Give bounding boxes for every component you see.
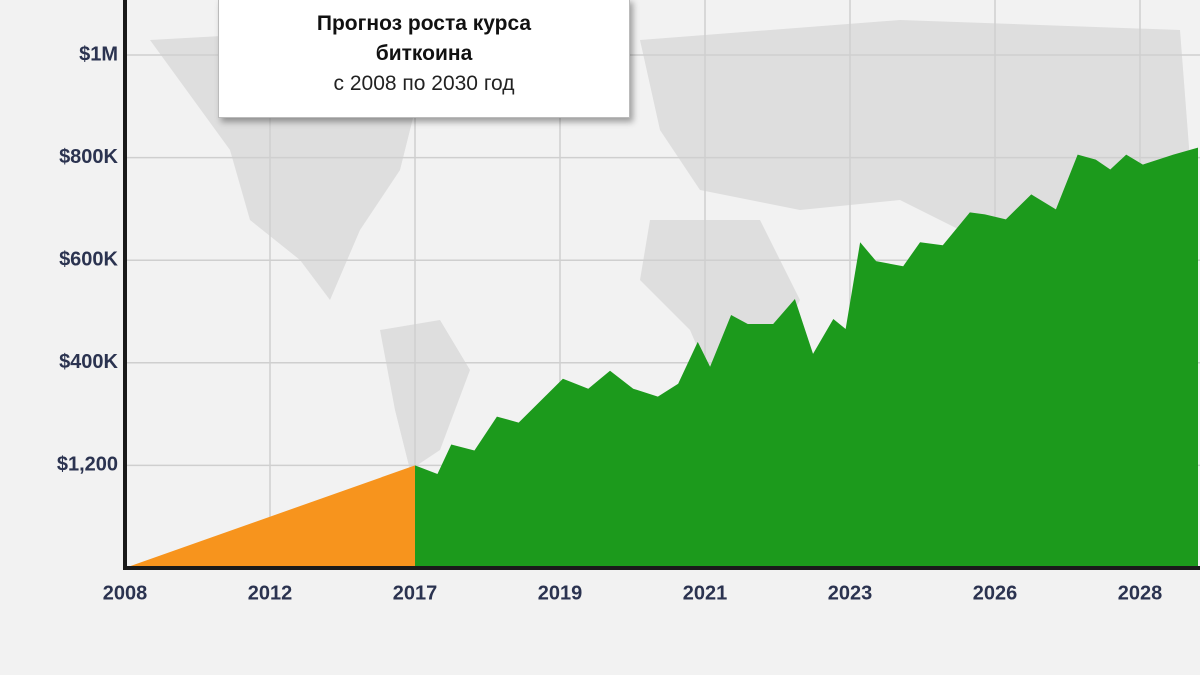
y-tick-label: $400K	[59, 351, 118, 373]
area	[415, 147, 1198, 568]
x-tick-label: 2012	[248, 582, 293, 604]
x-tick-label: 2017	[393, 582, 438, 604]
plot	[125, 147, 1198, 568]
axes: $1,200 $400K $600K $800K $1M 2008 2012 2017 2019…	[57, 0, 1200, 604]
y-tick-label: $1,200	[57, 454, 118, 476]
x-tick-label: 2026	[973, 582, 1018, 604]
title-box: Прогноз роста курса биткоина с 2008 по 2…	[218, 0, 630, 118]
chart-title: Прогноз роста курса биткоина	[316, 12, 532, 65]
x-tick-label: 2008	[103, 582, 148, 604]
y-tick-label: $600K	[59, 248, 118, 270]
y-tick-label: $800K	[59, 146, 118, 168]
y-tick-label: $1M	[79, 43, 118, 65]
area	[125, 465, 415, 568]
x-tick-label: 2019	[538, 582, 583, 604]
x-tick-label: 2028	[1118, 582, 1163, 604]
x-tick-label: 2021	[683, 582, 728, 604]
chart-subtitle: с 2008 по 2030 год	[333, 72, 515, 95]
x-tick-label: 2023	[828, 582, 873, 604]
